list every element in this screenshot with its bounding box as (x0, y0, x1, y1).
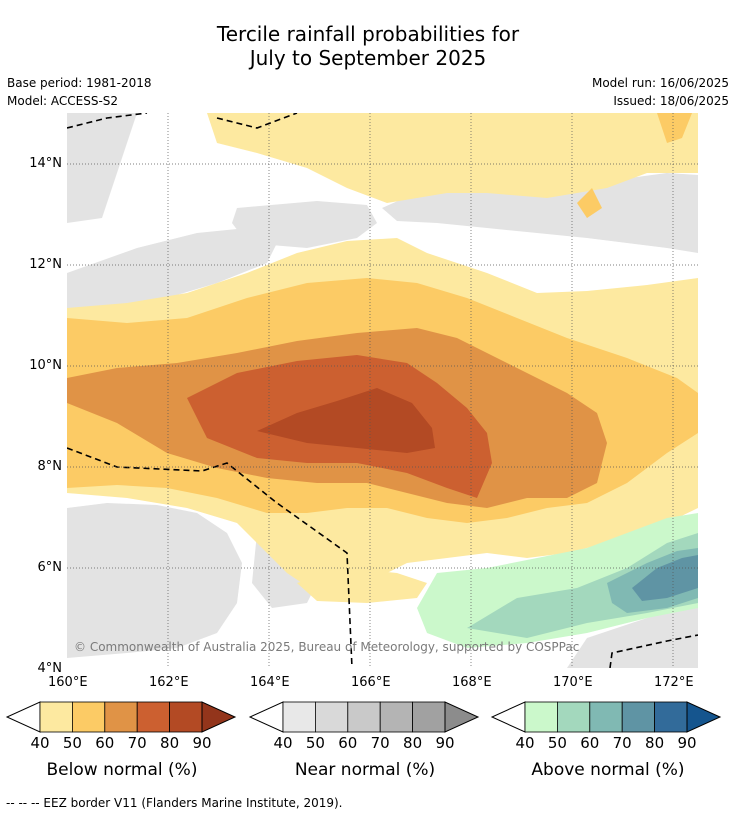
legend-low-arrow (5, 701, 41, 733)
legend-swatch (104, 701, 138, 733)
rainfall-map (67, 113, 698, 668)
legend-bars (5, 701, 722, 733)
legend-swatch (39, 701, 73, 733)
lon-label-172e: 172°E (654, 675, 694, 690)
legend-below-normal-title: Below normal (%) (46, 760, 198, 780)
legend-near-normal-title: Near normal (%) (294, 760, 436, 780)
lat-label-12n: 12°N (29, 257, 62, 272)
legend-swatch (314, 701, 349, 733)
lon-label-164e: 164°E (250, 675, 290, 690)
legend-tick-label: 40 (515, 734, 535, 752)
base-period-text: Base period: 1981-2018 (7, 76, 152, 90)
legend-low-arrow (248, 701, 284, 733)
lat-label-4n: 4°N (37, 661, 63, 676)
legend-above-normal-bar (490, 701, 722, 733)
legend-tick-label: 60 (338, 734, 358, 752)
map-svg (67, 113, 698, 668)
copyright-text: © Commonwealth of Australia 2025, Bureau… (74, 640, 580, 654)
lat-label-8n: 8°N (37, 459, 63, 474)
legend-tick-label: 70 (127, 734, 147, 752)
legend-tick-label: 90 (192, 734, 212, 752)
legend-swatch (589, 701, 623, 733)
legend-swatch (557, 701, 591, 733)
model-run-text: Model run: 16/06/2025 (591, 76, 729, 90)
legend-tick-label: 80 (403, 734, 423, 752)
legend-tick-label: 40 (273, 734, 293, 752)
lat-label-14n: 14°N (29, 156, 62, 171)
legend-high-arrow (686, 701, 722, 733)
above-normal-50-60 (467, 533, 698, 638)
legend-swatch (169, 701, 203, 733)
lon-label-160e: 160°E (48, 675, 88, 690)
legend-swatch (379, 701, 414, 733)
legend-below-normal-bar (5, 701, 237, 733)
legend-tick-label: 40 (30, 734, 50, 752)
below-normal-80-90 (257, 388, 435, 453)
lat-label-6n: 6°N (37, 560, 63, 575)
legend-tick-label: 70 (370, 734, 390, 752)
legend-high-arrow (201, 701, 237, 733)
map-title-line1: Tercile rainfall probabilities for (216, 22, 520, 46)
lat-label-10n: 10°N (29, 358, 62, 373)
map-gridlines (67, 113, 698, 668)
eez-footer-note: -- -- -- EEZ border V11 (Flanders Marine… (6, 796, 343, 810)
lon-label-168e: 168°E (452, 675, 492, 690)
legend-high-arrow (444, 701, 480, 733)
legend-tick-label: 90 (677, 734, 697, 752)
legend-tick-label: 90 (435, 734, 455, 752)
legend-tick-label: 80 (645, 734, 665, 752)
legend-swatch (621, 701, 656, 733)
legend-tick-label: 60 (95, 734, 115, 752)
map-title-line2: July to September 2025 (249, 46, 487, 70)
legend-swatch (72, 701, 106, 733)
lon-label-170e: 170°E (553, 675, 593, 690)
legend-near-normal-bar (248, 701, 480, 733)
eez-border-lines (67, 113, 698, 668)
legend-swatch (654, 701, 688, 733)
lon-label-162e: 162°E (149, 675, 189, 690)
legend-tick-label: 60 (580, 734, 600, 752)
legend-tick-label: 50 (547, 734, 567, 752)
lon-label-166e: 166°E (351, 675, 391, 690)
issued-text: Issued: 18/06/2025 (613, 94, 729, 108)
legend-swatch (282, 701, 316, 733)
legend-tick-label: 80 (160, 734, 180, 752)
legend-swatch (412, 701, 446, 733)
legend-swatch (524, 701, 558, 733)
legend-swatch (347, 701, 381, 733)
legend-tick-label: 50 (305, 734, 325, 752)
legend-tick-label: 70 (612, 734, 632, 752)
legend-swatch (136, 701, 170, 733)
legend-above-normal-title: Above normal (%) (531, 760, 685, 780)
legend-low-arrow (490, 701, 526, 733)
model-text: Model: ACCESS-S2 (7, 94, 119, 108)
above-normal-70-80 (632, 555, 698, 601)
legend-tick-label: 50 (62, 734, 82, 752)
